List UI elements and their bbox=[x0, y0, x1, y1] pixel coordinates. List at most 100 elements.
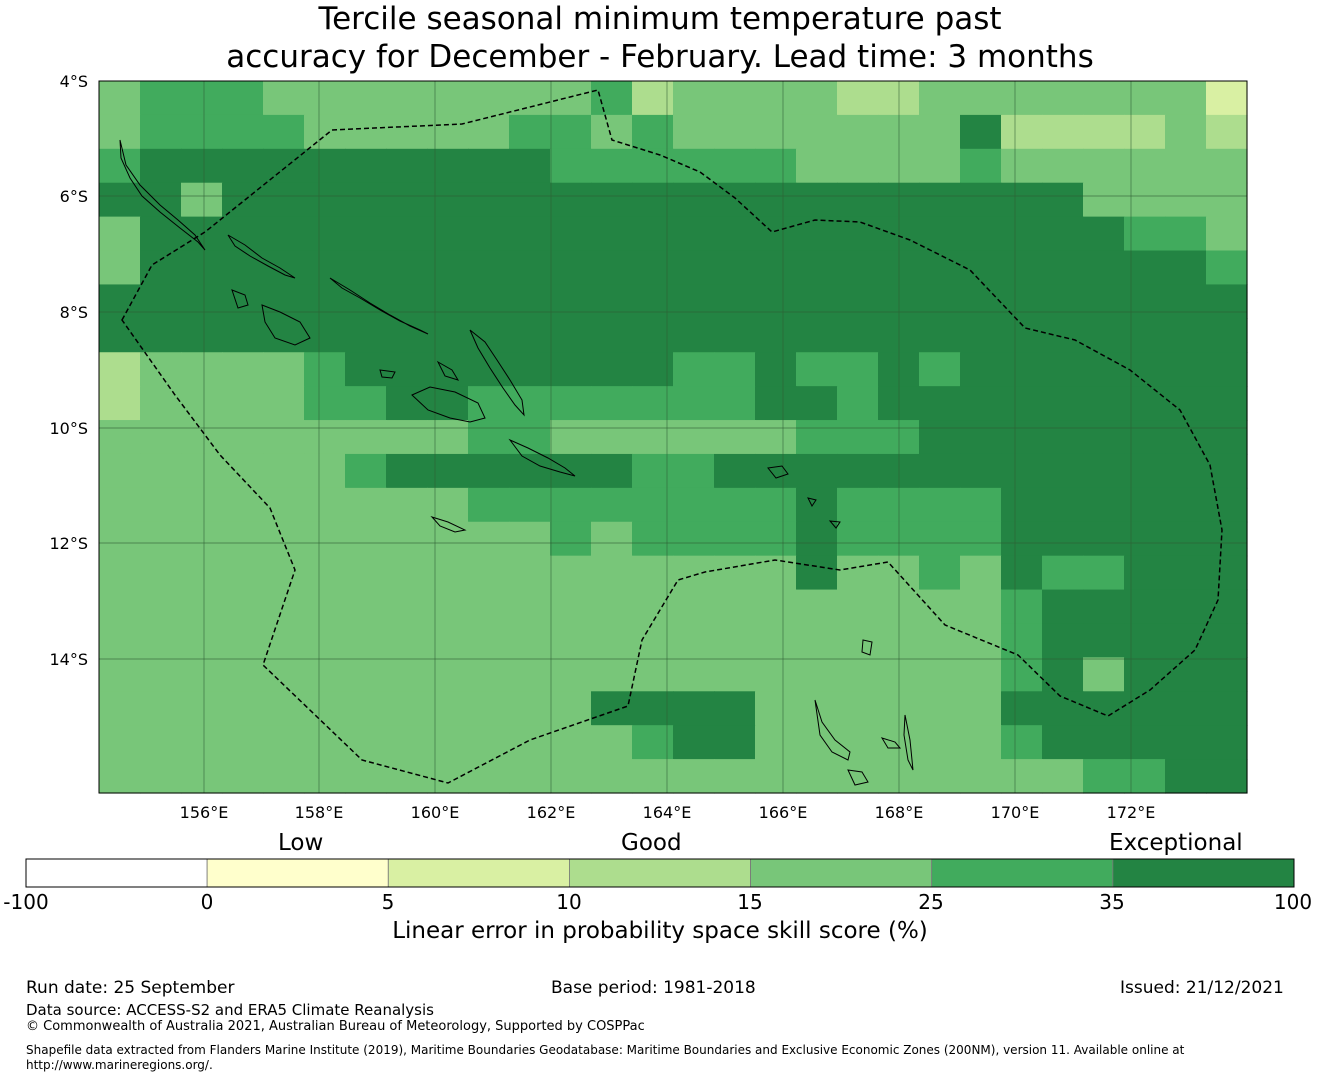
skill-cell bbox=[1001, 589, 1043, 625]
skill-cell bbox=[673, 657, 715, 692]
skill-cell bbox=[181, 453, 223, 489]
skill-cell bbox=[263, 114, 305, 150]
skill-cell bbox=[1083, 284, 1125, 319]
skill-cell bbox=[222, 521, 264, 557]
island-guadalcanal bbox=[411, 386, 486, 423]
skill-cell bbox=[673, 81, 715, 116]
skill-cell bbox=[755, 589, 797, 625]
skill-cell bbox=[427, 759, 469, 794]
skill-cell bbox=[591, 250, 633, 286]
skill-cell bbox=[1083, 487, 1125, 523]
skill-cell bbox=[796, 623, 838, 658]
skill-cell bbox=[796, 250, 838, 286]
skill-cell bbox=[1165, 759, 1207, 794]
skill-cell bbox=[1083, 420, 1125, 455]
skill-cell bbox=[181, 657, 223, 692]
skill-cell bbox=[1165, 420, 1207, 455]
skill-cell bbox=[427, 182, 469, 218]
skill-cell bbox=[960, 386, 1002, 421]
skill-cell bbox=[1042, 555, 1084, 591]
skill-cell bbox=[140, 453, 182, 489]
skill-cell bbox=[181, 759, 223, 794]
skill-cell bbox=[1124, 555, 1166, 591]
skill-cell bbox=[960, 691, 1002, 726]
skill-cell bbox=[837, 148, 879, 184]
skill-cell bbox=[919, 420, 961, 455]
skill-cell bbox=[673, 114, 715, 150]
skill-cell bbox=[1206, 420, 1248, 455]
skill-cell bbox=[837, 453, 879, 489]
skill-cell bbox=[1165, 691, 1207, 726]
skill-cell bbox=[1083, 623, 1125, 658]
island-small-7 bbox=[436, 360, 460, 381]
skill-cell bbox=[222, 216, 264, 252]
skill-cell bbox=[919, 555, 961, 591]
skill-cell bbox=[222, 657, 264, 692]
skill-cell bbox=[304, 725, 346, 760]
skill-cell bbox=[673, 691, 715, 726]
skill-cell bbox=[263, 148, 305, 184]
island-small-5 bbox=[231, 289, 249, 309]
skill-cell bbox=[796, 725, 838, 760]
skill-cell bbox=[99, 386, 141, 421]
skill-cell bbox=[1206, 555, 1248, 591]
skill-cell bbox=[181, 284, 223, 319]
skill-cell bbox=[591, 352, 633, 387]
skill-cell bbox=[550, 623, 592, 658]
skill-cell bbox=[919, 453, 961, 489]
skill-cell bbox=[1001, 487, 1043, 523]
skill-cell bbox=[632, 318, 674, 353]
skill-cell bbox=[632, 623, 674, 658]
skill-cell bbox=[181, 114, 223, 150]
skill-cell bbox=[222, 691, 264, 726]
skill-cell bbox=[386, 453, 428, 489]
skill-cell bbox=[673, 284, 715, 319]
skill-cell bbox=[181, 487, 223, 523]
skill-cell bbox=[140, 148, 182, 184]
skill-cell bbox=[919, 216, 961, 252]
base-period: Base period: 1981-2018 bbox=[551, 978, 756, 998]
skill-cell bbox=[755, 386, 797, 421]
skill-cell bbox=[755, 182, 797, 218]
skill-cell bbox=[1042, 318, 1084, 353]
island-makira bbox=[508, 438, 576, 477]
colorbar-frame bbox=[25, 858, 1295, 888]
copyright: © Commonwealth of Australia 2021, Austra… bbox=[26, 1019, 645, 1034]
skill-cell bbox=[304, 216, 346, 252]
skill-cell bbox=[1206, 691, 1248, 726]
skill-cell bbox=[960, 114, 1002, 150]
lon-label: 170°E bbox=[991, 803, 1040, 822]
skill-cell bbox=[591, 386, 633, 421]
skill-cell bbox=[755, 284, 797, 319]
skill-cell bbox=[1124, 487, 1166, 523]
skill-cell bbox=[263, 318, 305, 353]
skill-cell bbox=[591, 420, 633, 455]
skill-cell bbox=[1042, 114, 1084, 150]
skill-cell bbox=[99, 250, 141, 286]
skill-cell bbox=[796, 657, 838, 692]
island-small-2 bbox=[807, 497, 817, 507]
skill-cell bbox=[1083, 318, 1125, 353]
skill-cell bbox=[550, 386, 592, 421]
skill-cell bbox=[714, 623, 756, 658]
skill-cell bbox=[263, 555, 305, 591]
skill-cell bbox=[714, 420, 756, 455]
skill-cell bbox=[591, 725, 633, 760]
skill-cell bbox=[427, 318, 469, 353]
skill-cell bbox=[591, 487, 633, 523]
skill-cell bbox=[1206, 487, 1248, 523]
skill-cell bbox=[427, 725, 469, 760]
colorbar-segment bbox=[206, 858, 389, 888]
skill-cell bbox=[263, 216, 305, 252]
skill-cell bbox=[263, 725, 305, 760]
skill-cell bbox=[222, 453, 264, 489]
island-small-1 bbox=[767, 465, 789, 479]
skill-cell bbox=[509, 759, 551, 794]
skill-cell bbox=[755, 216, 797, 252]
gridlines bbox=[99, 81, 1247, 793]
skill-cell bbox=[837, 589, 879, 625]
skill-grid-cells bbox=[99, 81, 1248, 794]
skill-cell bbox=[796, 148, 838, 184]
skill-cell bbox=[796, 759, 838, 794]
